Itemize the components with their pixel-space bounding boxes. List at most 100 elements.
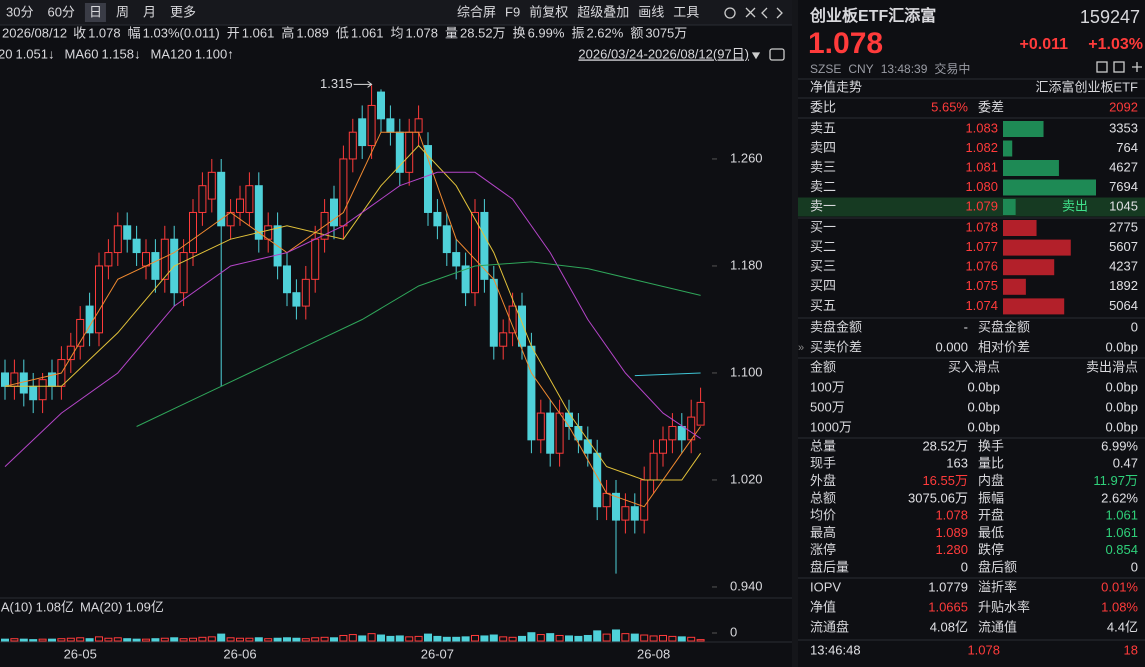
ask-tag[interactable]: 卖出 bbox=[1062, 198, 1088, 213]
volume-bar bbox=[424, 633, 432, 642]
candle-body bbox=[602, 492, 611, 508]
field-label: 盘后额 bbox=[978, 560, 1017, 575]
candle-body bbox=[217, 171, 226, 227]
field-value: 2092 bbox=[1109, 99, 1138, 114]
slip-amount: 500万 bbox=[810, 399, 845, 414]
period-tab[interactable]: 更多 bbox=[170, 4, 196, 19]
dropdown-icon[interactable] bbox=[751, 52, 761, 60]
tool-icons bbox=[724, 7, 1142, 73]
field-value: 3075.06万 bbox=[908, 490, 968, 505]
volume-bar bbox=[207, 636, 216, 642]
period-tab[interactable]: 60分 bbox=[47, 4, 74, 19]
splitter[interactable] bbox=[792, 0, 798, 667]
period-tab[interactable]: 周 bbox=[116, 4, 129, 19]
slip-sell: 0.0bp bbox=[1105, 419, 1138, 434]
ma-line bbox=[634, 372, 701, 377]
level-price: 1.081 bbox=[965, 159, 998, 174]
settings-icon[interactable] bbox=[724, 7, 736, 19]
y-tick-label: 0.940 bbox=[730, 578, 763, 593]
window-icon[interactable] bbox=[1113, 61, 1125, 73]
field-value: 0 bbox=[1131, 319, 1138, 334]
volume-bar bbox=[217, 633, 226, 642]
volume-bar bbox=[395, 635, 404, 642]
date-range[interactable]: 2026/03/24-2026/08/12(97日) bbox=[578, 46, 749, 61]
tool-button[interactable]: F9 bbox=[505, 4, 520, 19]
tool-button[interactable]: 工具 bbox=[673, 4, 699, 19]
candle-body bbox=[696, 401, 705, 426]
volume-bar bbox=[283, 637, 291, 642]
candle-body bbox=[358, 118, 367, 147]
volume-bar bbox=[19, 638, 28, 642]
volume-bar bbox=[320, 636, 329, 642]
volume-bar bbox=[226, 637, 235, 642]
volume-bar bbox=[659, 634, 667, 642]
wp-icon[interactable] bbox=[769, 48, 785, 61]
period-tab[interactable]: 月 bbox=[143, 4, 156, 19]
field-value: 2.62% bbox=[1101, 490, 1138, 505]
field-label: 流通盘 bbox=[810, 619, 849, 634]
candle-body bbox=[461, 265, 470, 294]
period-tab[interactable]: 30分 bbox=[6, 4, 33, 19]
candle-body bbox=[1, 372, 9, 387]
field-value: 16.55万 bbox=[922, 473, 968, 488]
x-tick-label: 26-07 bbox=[421, 646, 454, 661]
candle-body bbox=[677, 425, 686, 441]
prev-icon[interactable] bbox=[761, 7, 768, 19]
volume-bar bbox=[499, 636, 508, 642]
candle-body bbox=[348, 131, 357, 160]
last-price: 1.078 bbox=[808, 27, 883, 60]
volume-bar bbox=[170, 637, 179, 642]
volume-bar bbox=[687, 636, 696, 642]
slip-amount: 1000万 bbox=[810, 419, 852, 434]
close-icon[interactable] bbox=[745, 7, 756, 18]
stock-code: 159247 bbox=[1080, 7, 1140, 27]
volume-legend-label: MA(20) bbox=[80, 599, 123, 614]
depth-bar bbox=[1003, 140, 1013, 157]
quote-label: 高 bbox=[281, 25, 294, 40]
level-label: 卖一 bbox=[810, 198, 836, 213]
edit-icon[interactable] bbox=[1096, 61, 1108, 73]
field-value: 6.99% bbox=[1101, 438, 1138, 453]
volume-bar bbox=[48, 638, 56, 642]
field-label: 量比 bbox=[978, 456, 1004, 471]
candle-body bbox=[377, 91, 385, 120]
volume-bar bbox=[640, 634, 649, 642]
volume-bar bbox=[621, 633, 630, 642]
volume-bar bbox=[142, 638, 150, 642]
level-price: 1.078 bbox=[965, 219, 998, 234]
tool-button[interactable]: 前复权 bbox=[529, 4, 568, 19]
candle-body bbox=[104, 252, 113, 267]
period-tab[interactable]: 日 bbox=[89, 4, 102, 19]
field-value: 5.65% bbox=[931, 99, 968, 114]
candle-body bbox=[179, 252, 188, 294]
tool-button[interactable]: 超级叠加 bbox=[577, 4, 629, 19]
candle-body bbox=[160, 238, 169, 280]
field-label: 买盘金额 bbox=[978, 319, 1030, 334]
volume-bar bbox=[433, 635, 442, 642]
tool-button[interactable]: 综合屏 bbox=[457, 4, 496, 19]
candle-body bbox=[518, 305, 526, 347]
volume-bar bbox=[292, 637, 301, 642]
volume-bar bbox=[57, 638, 66, 642]
add-icon[interactable] bbox=[1132, 62, 1142, 72]
volume-bar bbox=[593, 630, 602, 642]
level-volume: 2775 bbox=[1109, 219, 1138, 234]
volume-legend-label: MA(10) bbox=[0, 599, 33, 614]
candle-body bbox=[471, 211, 479, 294]
volume-bar bbox=[85, 638, 94, 642]
volume-bar bbox=[696, 639, 705, 642]
nav-tab[interactable]: 净值走势 bbox=[810, 79, 862, 94]
candle-body bbox=[95, 265, 103, 334]
volume-bar bbox=[527, 632, 536, 642]
market-info: 交易中 bbox=[934, 61, 970, 76]
field-label: 升贴水率 bbox=[978, 599, 1030, 614]
volume-bar bbox=[612, 629, 620, 642]
level-volume: 7694 bbox=[1109, 179, 1138, 194]
field-label: 跌停 bbox=[978, 542, 1004, 557]
quote-value: 28.52万 bbox=[460, 25, 506, 40]
tool-button[interactable]: 画线 bbox=[638, 4, 664, 19]
volume-bar bbox=[348, 634, 357, 642]
next-icon[interactable] bbox=[776, 7, 783, 19]
expand-icon[interactable]: » bbox=[798, 342, 804, 354]
